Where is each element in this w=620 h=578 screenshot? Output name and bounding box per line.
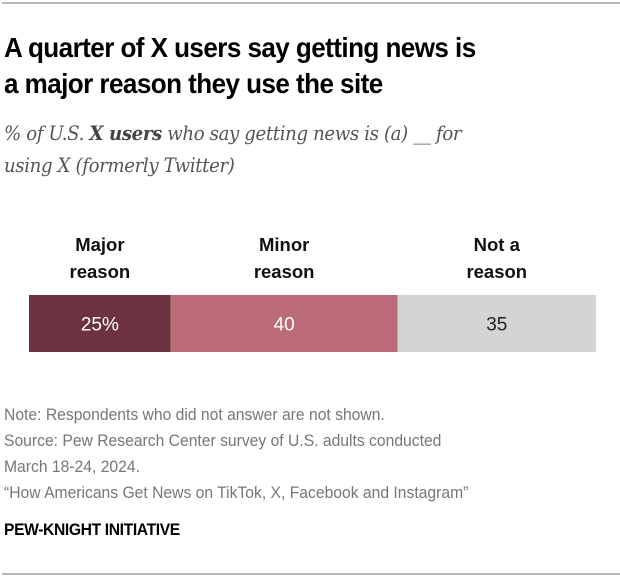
subtitle-text-a: % of U.S. — [4, 122, 90, 145]
note-text: Note: Respondents who did not answer are… — [4, 406, 385, 424]
subtitle-line-1: % of U.S. X users who say getting news i… — [4, 118, 571, 150]
source-text-line-1: Source: Pew Research Center survey of U.… — [4, 432, 442, 450]
report-title: “How Americans Get News on TikTok, X, Fa… — [4, 484, 469, 502]
legend-label-not-a-reason: Not a — [474, 234, 521, 255]
subtitle-text-b: who say getting news is (a) __ for — [161, 122, 462, 145]
top-rule — [2, 2, 620, 4]
legend-label-minor-reason: Minor — [259, 234, 309, 255]
chart-footer: Note: Respondents who did not answer are… — [4, 402, 585, 506]
stacked-bar-chart: 25% Major reason 40 Minor reason 35 Not a reason — [0, 220, 620, 370]
brand-label: PEW-KNIGHT INITIATIVE — [4, 520, 180, 539]
chart-title: A quarter of X users say getting news is… — [4, 30, 571, 102]
value-label-minor-reason: 40 — [274, 315, 295, 336]
legend-label-major-reason: Major — [75, 234, 124, 255]
chart-svg: 25% Major reason 40 Minor reason 35 Not a reason — [29, 234, 596, 352]
value-label-major-reason: 25% — [81, 315, 119, 336]
legend-label-not-a-reason: reason — [466, 261, 527, 282]
subtitle-emphasis: X users — [89, 122, 162, 145]
subtitle-line-2: using X (formerly Twitter) — [4, 154, 235, 177]
title-line-2: a major reason they use the site — [4, 68, 383, 99]
legend-label-minor-reason: reason — [254, 261, 315, 282]
bottom-rule — [2, 573, 620, 575]
title-line-1: A quarter of X users say getting news is — [4, 32, 476, 63]
source-text-line-2: March 18-24, 2024. — [4, 458, 140, 476]
value-label-not-a-reason: 35 — [486, 315, 507, 336]
bar-segment-major-reason — [29, 295, 171, 352]
chart-subtitle: % of U.S. X users who say getting news i… — [4, 118, 571, 182]
bar-segment-not-a-reason — [397, 295, 596, 352]
legend-label-major-reason: reason — [70, 261, 131, 282]
bar-segment-minor-reason — [170, 295, 398, 352]
